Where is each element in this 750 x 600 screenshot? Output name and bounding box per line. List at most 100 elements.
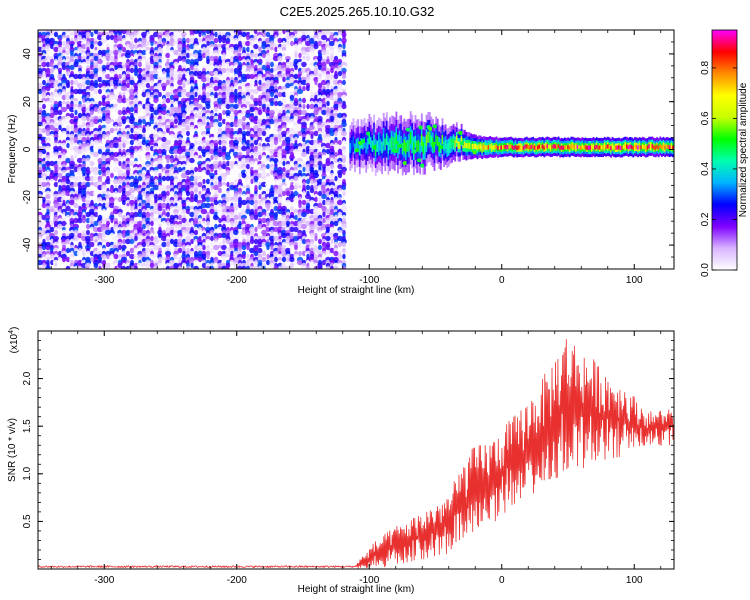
spectrogram-noise-cell xyxy=(141,265,147,269)
spectrogram-noise-cell xyxy=(157,148,163,155)
spectrogram-noise-cell xyxy=(177,223,183,230)
spectrogram-noise-cell xyxy=(342,190,346,197)
spectrogram-noise-cell xyxy=(209,172,215,179)
spectrogram-noise-cell xyxy=(73,145,79,152)
spectrogram-noise-cell xyxy=(89,121,95,128)
spectrogram-noise-cell xyxy=(185,151,191,158)
spectrogram-noise-cell xyxy=(173,118,179,125)
spectrogram-noise-cell xyxy=(293,220,299,227)
spectrogram-noise-cell xyxy=(241,97,247,104)
spectrogram-noise-cell xyxy=(342,253,346,260)
spectrogram-noise-cell xyxy=(217,115,223,122)
spectrogram-noise-cell xyxy=(261,130,267,137)
spectrogram-noise-cell xyxy=(265,241,271,248)
spectrogram-noise-cell xyxy=(50,67,54,74)
spectrogram-noise-cell xyxy=(198,193,202,200)
spectrogram-noise-cell xyxy=(61,64,67,71)
spectrogram-noise-cell xyxy=(165,52,171,59)
spectrogram-noise-cell xyxy=(253,244,259,251)
spectrogram-noise-cell xyxy=(53,181,59,188)
spectrogram-noise-cell xyxy=(84,91,92,98)
spectrogram-noise-cell xyxy=(146,241,150,248)
spectrogram-signal-blob xyxy=(393,149,398,154)
spectrogram-noise-cell xyxy=(57,223,63,230)
spectrogram-noise-cell xyxy=(214,223,218,230)
spectrogram-noise-cell xyxy=(258,265,262,269)
spectrogram-noise-cell xyxy=(145,202,151,209)
spectrogram-noise-cell xyxy=(85,79,91,86)
spectrogram-noise-cell xyxy=(318,190,322,197)
spectrogram-noise-cell xyxy=(92,235,100,242)
spectrogram-noise-cell xyxy=(253,205,259,212)
spectrogram-noise-cell xyxy=(89,85,95,92)
spectrogram-noise-cell xyxy=(181,130,187,137)
spectrogram-noise-cell xyxy=(97,70,103,77)
spectrogram-noise-cell xyxy=(89,250,95,257)
spectrogram-noise-cell xyxy=(73,73,79,80)
spectrogram-noise-cell xyxy=(193,154,199,161)
spectrogram-noise-cell xyxy=(340,130,348,137)
spectrogram-noise-cell xyxy=(221,73,227,80)
spectrogram-noise-cell xyxy=(201,97,207,104)
spectrogram-noise-cell xyxy=(301,238,307,245)
spectrogram-noise-cell xyxy=(304,250,312,257)
spectrogram-noise-cell xyxy=(289,178,295,185)
spectrogram-noise-cell xyxy=(161,265,167,269)
spectrogram-noise-cell xyxy=(138,265,142,269)
spectrogram-noise-cell xyxy=(133,43,139,50)
spectrogram-noise-cell xyxy=(333,172,339,179)
spectrogram-noise-cell xyxy=(189,133,195,140)
spectrogram-noise-cell xyxy=(197,79,203,86)
spectrogram-noise-cell xyxy=(285,190,291,197)
spectrogram-noise-cell xyxy=(309,124,315,131)
spectrogram-noise-cell xyxy=(129,139,135,146)
spectrogram-noise-cell xyxy=(133,253,139,260)
spectrogram-noise-cell xyxy=(194,112,198,119)
spectrogram-noise-cell xyxy=(70,139,74,146)
spectrogram-noise-cell xyxy=(109,55,115,62)
spectrogram-noise-cell xyxy=(169,244,175,251)
spectrogram-noise-cell xyxy=(117,88,123,95)
spectrogram-noise-cell xyxy=(93,88,99,95)
spectrogram-noise-cell xyxy=(204,202,212,209)
spectrogram-noise-cell xyxy=(229,265,235,269)
spectrogram-noise-cell xyxy=(148,139,156,146)
spectrogram-noise-cell xyxy=(230,151,234,158)
spectrogram-noise-cell xyxy=(245,40,251,47)
spectrogram-noise-cell xyxy=(336,199,344,206)
spectrogram-noise-cell xyxy=(301,211,307,218)
spectrogram-noise-cell xyxy=(141,256,147,263)
spectrogram-noise-cell xyxy=(221,175,227,182)
spectrogram-noise-cell xyxy=(220,151,228,158)
spectrogram-noise-cell xyxy=(150,220,154,227)
spectrogram-noise-cell xyxy=(289,226,295,233)
spectrogram-noise-cell xyxy=(342,139,346,146)
spectrogram-noise-cell xyxy=(138,61,142,68)
spectrogram-noise-cell xyxy=(280,214,288,221)
spectrogram-noise-cell xyxy=(145,76,151,83)
spectrogram-noise-cell xyxy=(86,115,90,122)
spectrogram-noise-cell xyxy=(270,61,274,68)
spectrogram-noise-cell xyxy=(305,265,311,269)
spectrogram-noise-cell xyxy=(93,157,99,164)
spectrogram-noise-cell xyxy=(332,139,340,146)
spectrogram-noise-cell xyxy=(221,265,227,269)
spectrogram-noise-cell xyxy=(173,49,179,56)
spectrogram-noise-cell xyxy=(305,208,311,215)
spectrogram-noise-cell xyxy=(73,127,79,134)
spectrogram-noise-cell xyxy=(77,217,83,224)
spectrogram-noise-cell xyxy=(121,118,127,125)
spectrogram-noise-cell xyxy=(225,136,231,143)
spectrogram-noise-cell xyxy=(140,70,148,77)
spectrogram-noise-cell xyxy=(121,109,127,116)
spectrogram-noise-cell xyxy=(320,232,328,239)
spectrogram-noise-cell xyxy=(341,55,347,62)
spectrogram-noise-cell xyxy=(334,196,338,203)
spectrogram-noise-cell xyxy=(300,217,308,224)
spectrogram-noise-cell xyxy=(317,184,323,191)
spectrogram-noise-cell xyxy=(289,103,295,110)
spectrogram-noise-cell xyxy=(277,208,283,215)
spectrogram-noise-cell xyxy=(293,190,299,197)
spectrogram-noise-cell xyxy=(257,40,263,47)
spectrogram-noise-cell xyxy=(257,130,263,137)
